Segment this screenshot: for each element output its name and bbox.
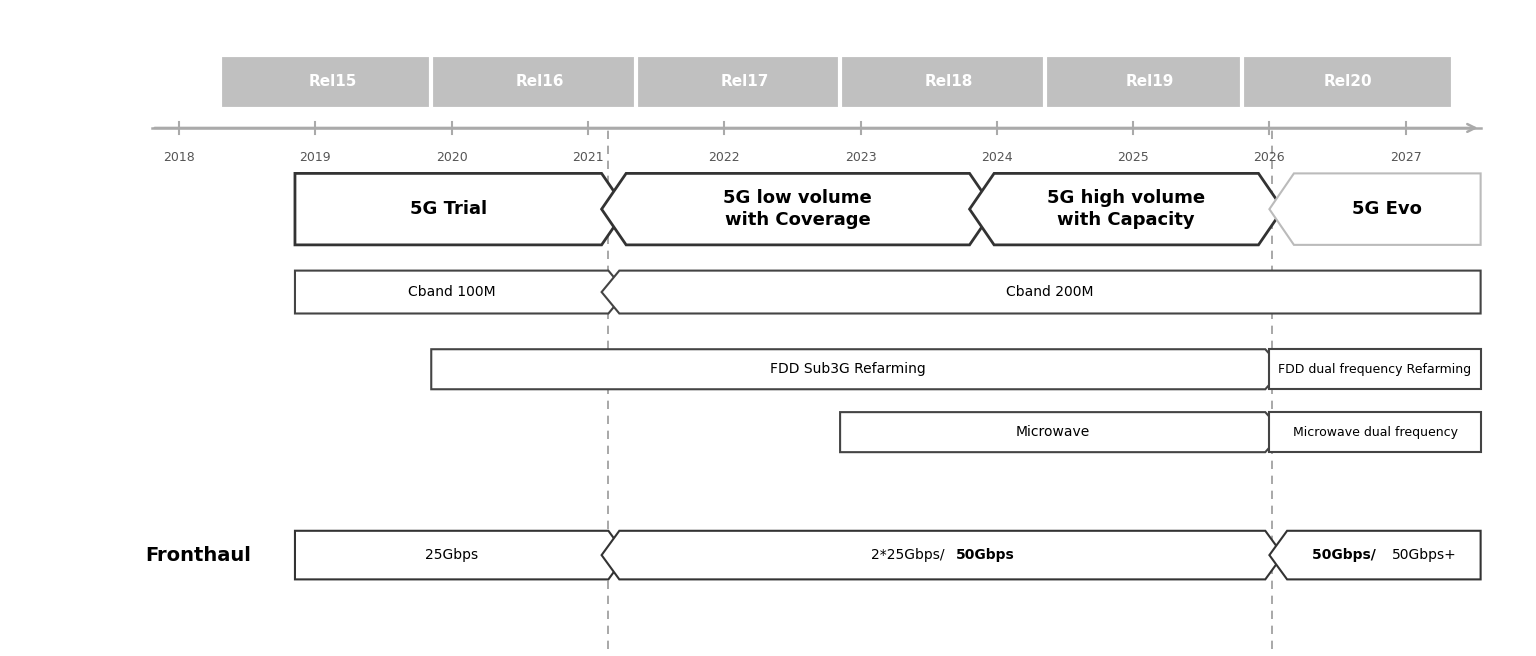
- Text: 5G low volume
with Coverage: 5G low volume with Coverage: [723, 189, 872, 229]
- Text: Rel16: Rel16: [516, 74, 565, 89]
- Text: 25Gbps: 25Gbps: [425, 548, 478, 562]
- Text: Cband 100M: Cband 100M: [409, 285, 496, 299]
- Text: 50Gbps/: 50Gbps/: [1312, 548, 1381, 562]
- Polygon shape: [295, 173, 627, 245]
- FancyBboxPatch shape: [1044, 54, 1256, 109]
- FancyBboxPatch shape: [220, 54, 445, 109]
- Text: FDD Sub3G Refarming: FDD Sub3G Refarming: [771, 362, 926, 377]
- Polygon shape: [1269, 531, 1481, 579]
- Text: 50Gbps+: 50Gbps+: [1392, 548, 1456, 562]
- Text: 50Gbps: 50Gbps: [955, 548, 1015, 562]
- Text: 2021: 2021: [571, 151, 604, 164]
- Text: 2025: 2025: [1117, 151, 1149, 164]
- Polygon shape: [602, 531, 1283, 579]
- Polygon shape: [295, 531, 627, 579]
- Polygon shape: [432, 349, 1283, 389]
- Text: Microwave: Microwave: [1015, 425, 1091, 439]
- Text: 2*25Gbps/: 2*25Gbps/: [871, 548, 945, 562]
- Text: Rel15: Rel15: [309, 74, 356, 89]
- Polygon shape: [1269, 349, 1481, 389]
- Text: 2018: 2018: [163, 151, 195, 164]
- Polygon shape: [1269, 412, 1481, 452]
- Text: 2020: 2020: [436, 151, 467, 164]
- Text: Microwave dual frequency: Microwave dual frequency: [1292, 426, 1458, 439]
- Text: FDD dual frequency Refarming: FDD dual frequency Refarming: [1278, 363, 1471, 376]
- Text: 2026: 2026: [1253, 151, 1286, 164]
- Polygon shape: [969, 173, 1283, 245]
- Text: 2027: 2027: [1390, 151, 1421, 164]
- Polygon shape: [840, 412, 1283, 452]
- Text: Rel19: Rel19: [1126, 74, 1175, 89]
- Text: 2023: 2023: [845, 151, 877, 164]
- FancyBboxPatch shape: [840, 54, 1058, 109]
- Text: Rel17: Rel17: [720, 74, 770, 89]
- Polygon shape: [1269, 173, 1481, 245]
- Text: 5G Evo: 5G Evo: [1352, 200, 1422, 218]
- FancyBboxPatch shape: [432, 54, 650, 109]
- Text: 5G Trial: 5G Trial: [410, 200, 487, 218]
- Polygon shape: [602, 173, 994, 245]
- Text: Cband 200M: Cband 200M: [1006, 285, 1094, 299]
- FancyBboxPatch shape: [1243, 54, 1453, 109]
- Polygon shape: [602, 271, 1481, 314]
- Polygon shape: [295, 271, 627, 314]
- FancyBboxPatch shape: [636, 54, 854, 109]
- Text: Rel18: Rel18: [925, 74, 974, 89]
- Text: 2024: 2024: [982, 151, 1012, 164]
- Text: 2019: 2019: [300, 151, 332, 164]
- Text: Rel20: Rel20: [1324, 74, 1372, 89]
- Text: 5G high volume
with Capacity: 5G high volume with Capacity: [1048, 189, 1206, 229]
- Text: 2022: 2022: [708, 151, 740, 164]
- Text: Fronthaul: Fronthaul: [144, 546, 250, 565]
